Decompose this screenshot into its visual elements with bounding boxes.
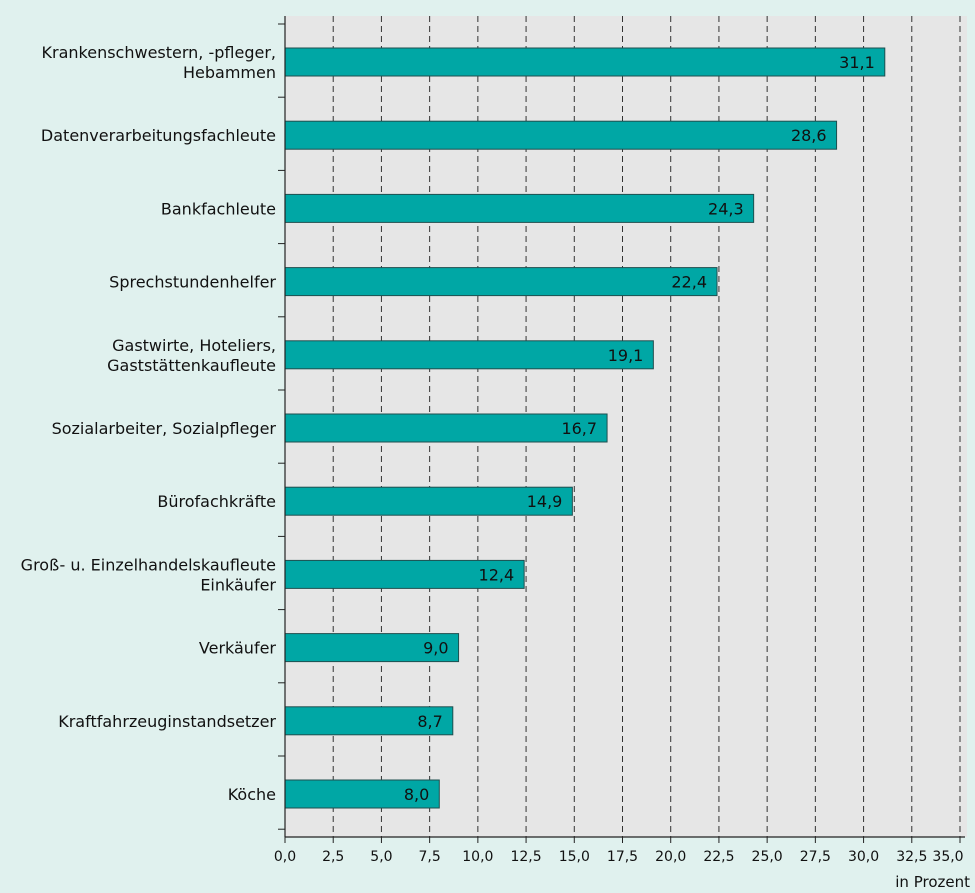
x-tick-label: 0,0 (274, 849, 296, 865)
x-tick-label: 35,0 (932, 849, 963, 865)
category-label: Groß- u. Einzelhandelskaufleute (21, 555, 276, 574)
category-label: Krankenschwestern, -pfleger, (42, 43, 276, 62)
category-labels: Krankenschwestern, -pfleger,Hebammen Date… (21, 43, 277, 804)
bar-value-label: 22,4 (671, 273, 707, 292)
bar-value-label: 8,0 (404, 785, 429, 804)
category-label: Einkäufer (200, 575, 276, 594)
x-tick-label: 12,5 (510, 849, 541, 865)
x-tick-labels: 0,0 2,5 5,0 7,5 10,0 12,5 15,0 17,5 20,0 22,5 25,0… (274, 849, 964, 865)
x-tick-label: 17,5 (607, 849, 638, 865)
x-tick-label: 27,5 (800, 849, 831, 865)
category-label: Gaststättenkaufleute (107, 356, 276, 375)
bar-value-label: 14,9 (527, 492, 563, 511)
x-tick-label: 20,0 (655, 849, 686, 865)
bar (284, 486, 573, 516)
bar (284, 779, 440, 809)
x-tick-label: 10,0 (462, 849, 493, 865)
x-tick-label: 30,0 (848, 849, 879, 865)
category-label: Köche (228, 785, 276, 804)
bar (284, 559, 525, 589)
bar (284, 267, 718, 297)
category-label: Sozialarbeiter, Sozialpfleger (52, 419, 277, 438)
x-axis-title: in Prozent (895, 873, 970, 891)
bar (284, 120, 838, 150)
x-tick-label: 7,5 (419, 849, 441, 865)
category-label: Gastwirte, Hoteliers, (112, 336, 276, 355)
x-tick-label: 5,0 (370, 849, 392, 865)
bar-value-label: 24,3 (708, 199, 744, 218)
bar (284, 193, 755, 223)
bar (284, 413, 608, 443)
category-label: Hebammen (183, 63, 276, 82)
category-label: Datenverarbeitungsfachleute (41, 126, 276, 145)
bar-value-label: 12,4 (479, 565, 515, 584)
bar-value-label: 16,7 (561, 419, 597, 438)
category-label: Sprechstundenhelfer (109, 273, 276, 292)
x-tick-label: 15,0 (559, 849, 590, 865)
category-label: Verkäufer (199, 639, 277, 658)
category-label: Kraftfahrzeuginstandsetzer (58, 712, 276, 731)
bar (284, 47, 886, 77)
category-label: Bankfachleute (161, 199, 276, 218)
bar-value-label: 8,7 (417, 712, 442, 731)
bar-value-label: 31,1 (839, 53, 875, 72)
axes (278, 16, 965, 843)
x-tick-label: 2,5 (322, 849, 344, 865)
value-labels: 31,1 28,6 24,3 22,4 19,1 16,7 14,9 12,4 9,0 8,7 8,… (404, 53, 875, 804)
grid-lines (332, 16, 961, 837)
x-tick-label: 32,5 (896, 849, 927, 865)
bar-value-label: 9,0 (423, 639, 448, 658)
bar (284, 340, 654, 370)
bar (284, 633, 460, 663)
x-tick-label: 22,5 (703, 849, 734, 865)
bar-value-label: 19,1 (608, 346, 644, 365)
x-tick-label: 25,0 (752, 849, 783, 865)
bar-value-label: 28,6 (791, 126, 827, 145)
category-label: Bürofachkräfte (157, 492, 276, 511)
